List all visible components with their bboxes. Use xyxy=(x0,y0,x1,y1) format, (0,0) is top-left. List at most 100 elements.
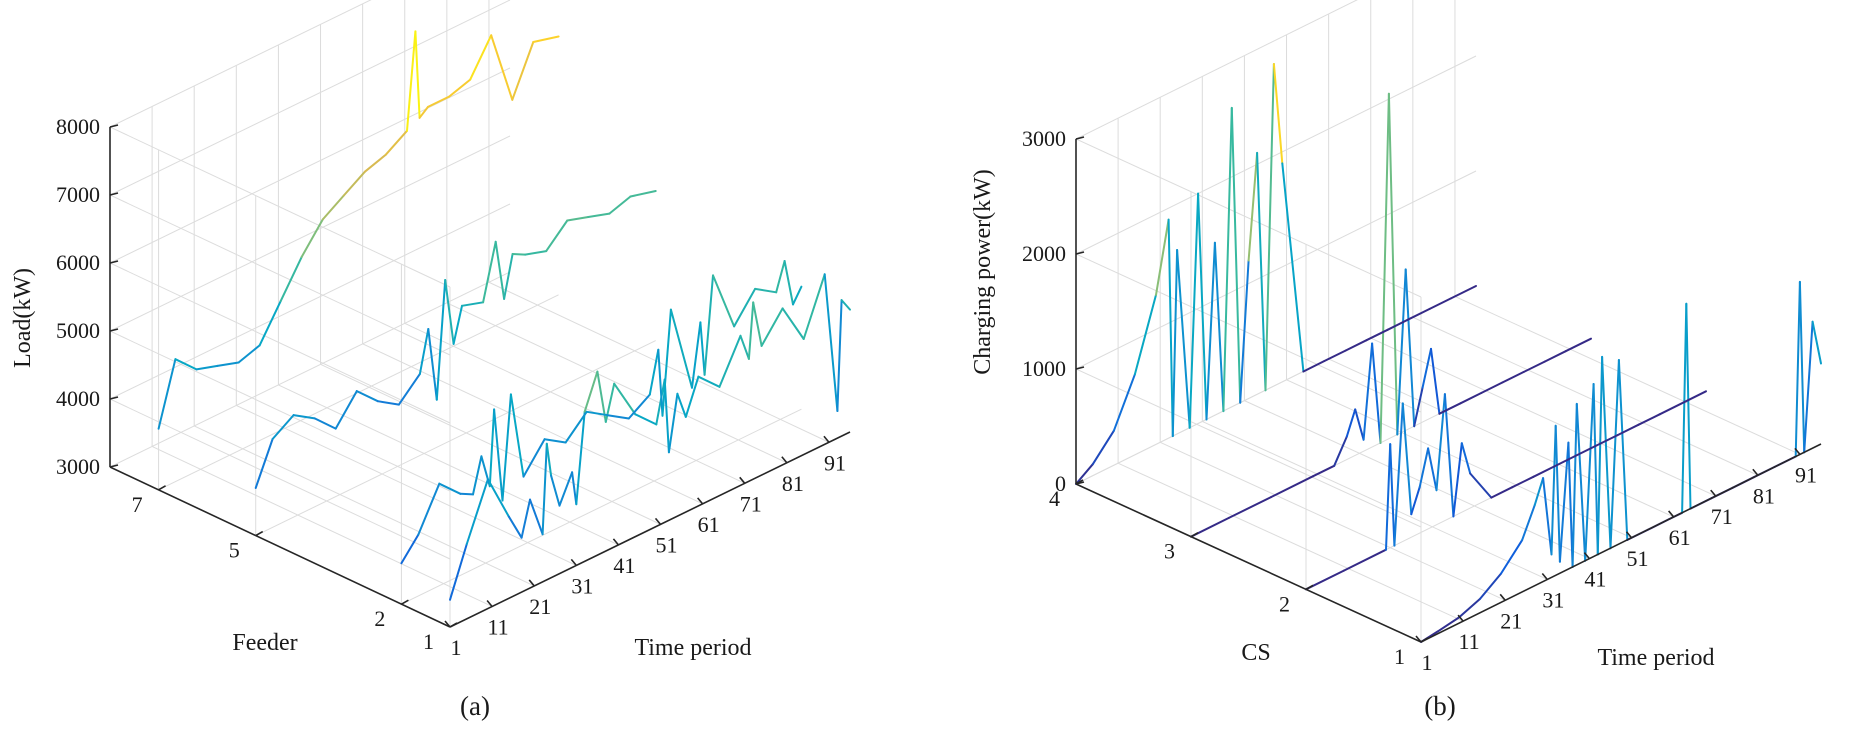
series-1-segment xyxy=(718,334,742,388)
series-5-segment xyxy=(435,279,447,401)
x-tick-mark-11 xyxy=(1457,614,1464,622)
series-2-segment xyxy=(1511,475,1535,489)
series-1-segment xyxy=(840,299,851,311)
grid-line-x-2 xyxy=(1159,97,1506,601)
x-tick-mark-81 xyxy=(781,456,788,464)
series-group-a xyxy=(157,30,851,601)
series-1-segment xyxy=(1596,355,1604,556)
series-1-segment xyxy=(550,474,561,507)
series-5 xyxy=(254,190,657,489)
series-4-segment xyxy=(1167,218,1174,438)
series-2-segment xyxy=(1443,393,1455,518)
y-tick-2000: 2000 xyxy=(1022,241,1066,266)
panel-label-a: (a) xyxy=(460,691,490,721)
series-4-segment xyxy=(1176,249,1191,429)
series-2-segment xyxy=(1460,442,1472,475)
series-2-segment xyxy=(1616,423,1640,437)
z-tick-5: 5 xyxy=(229,538,240,563)
series-2-segment xyxy=(1342,548,1387,572)
series-1-segment xyxy=(1584,383,1595,562)
series-3-segment xyxy=(1345,408,1357,438)
series-1-segment xyxy=(1550,424,1557,556)
series-1-segment xyxy=(507,515,523,539)
series-1-segment xyxy=(1500,539,1524,575)
series-2-segment xyxy=(733,287,757,328)
series-2-segment xyxy=(1658,390,1707,416)
series-7 xyxy=(157,30,560,430)
grid-line-x-9 xyxy=(1454,0,1801,455)
x-tick-41: 41 xyxy=(1584,567,1606,592)
series-2-segment xyxy=(543,438,567,444)
grid-line-z-3 xyxy=(158,149,559,491)
grid-line-x-2 xyxy=(193,85,535,587)
series-2-segment xyxy=(493,408,504,502)
series-4-segment xyxy=(1365,328,1389,342)
ylabel-a: Load(kW) xyxy=(10,268,36,368)
x-tick-31: 31 xyxy=(571,573,593,598)
z-tick-1: 1 xyxy=(423,629,434,654)
series-4-segment xyxy=(1213,241,1225,413)
series-4-segment xyxy=(1133,293,1157,376)
x-tick-41: 41 xyxy=(613,553,635,578)
z-tick-3: 3 xyxy=(1164,539,1175,564)
series-2-segment xyxy=(400,533,420,565)
grid-line-x-1 xyxy=(151,106,493,607)
series-4-segment xyxy=(1205,241,1216,421)
series-1-segment xyxy=(596,370,607,423)
series-5-segment xyxy=(355,390,379,403)
series-2-segment xyxy=(501,393,512,502)
x-tick-mark-11 xyxy=(486,599,493,607)
z-tick-2: 2 xyxy=(1279,591,1290,616)
series-7-segment xyxy=(490,34,514,101)
series-1-segment xyxy=(684,375,700,418)
y-tick-3000: 3000 xyxy=(56,454,100,479)
y-tick-6000: 6000 xyxy=(56,250,100,275)
series-1-segment xyxy=(697,375,721,388)
series-4-segment xyxy=(1323,349,1347,362)
series-2-segment xyxy=(669,308,693,389)
panel-label-b: (b) xyxy=(1424,691,1455,721)
series-5-segment xyxy=(608,195,632,215)
y-tick-mark-3000 xyxy=(1075,136,1085,140)
x-tick-mark-41 xyxy=(1583,552,1591,560)
z-tick-mark-2 xyxy=(1305,584,1314,591)
y-tick-7000: 7000 xyxy=(56,182,100,207)
x-tick-mark-41 xyxy=(612,538,620,546)
z-tick-7: 7 xyxy=(132,492,143,517)
series-3-segment xyxy=(1522,360,1546,373)
series-5-segment xyxy=(376,400,400,406)
grid-line-z-2 xyxy=(255,195,656,537)
series-2-segment xyxy=(1595,434,1619,447)
series-7-segment xyxy=(157,358,177,430)
series-3-segment xyxy=(1543,350,1567,363)
x-tick-mark-21 xyxy=(1499,593,1506,601)
y-tick-mark-6000 xyxy=(109,260,119,264)
series-5-segment xyxy=(482,240,497,304)
series-4-segment xyxy=(1075,463,1094,485)
series-1-segment xyxy=(1601,355,1612,550)
x-tick-mark-91 xyxy=(823,435,830,443)
x-tick-51: 51 xyxy=(656,532,678,557)
series-1-segment xyxy=(1617,359,1629,541)
series-2-segment xyxy=(1427,447,1438,492)
series-7-segment xyxy=(321,194,345,221)
axes-b xyxy=(1075,139,1822,643)
series-1-segment xyxy=(486,478,510,518)
series-4-segment xyxy=(1272,63,1284,165)
series-5-segment xyxy=(334,390,358,430)
x-tick-mark-51 xyxy=(1625,531,1633,539)
series-1-segment xyxy=(1798,280,1806,454)
series-2-segment xyxy=(1435,393,1446,492)
series-2-segment xyxy=(509,393,525,478)
series-1-segment xyxy=(558,471,574,507)
x-tick-mark-91 xyxy=(1794,447,1801,455)
grid-line-x-0 xyxy=(109,127,451,628)
series-3 xyxy=(1190,92,1592,538)
series-5-segment xyxy=(397,372,421,406)
series-3-segment xyxy=(1421,347,1432,389)
y-tick-1000: 1000 xyxy=(1022,356,1066,381)
series-5-segment xyxy=(503,253,514,300)
series-2-segment xyxy=(1452,442,1463,518)
series-4-segment xyxy=(1264,63,1275,392)
x-tick-mark-21 xyxy=(528,579,535,587)
